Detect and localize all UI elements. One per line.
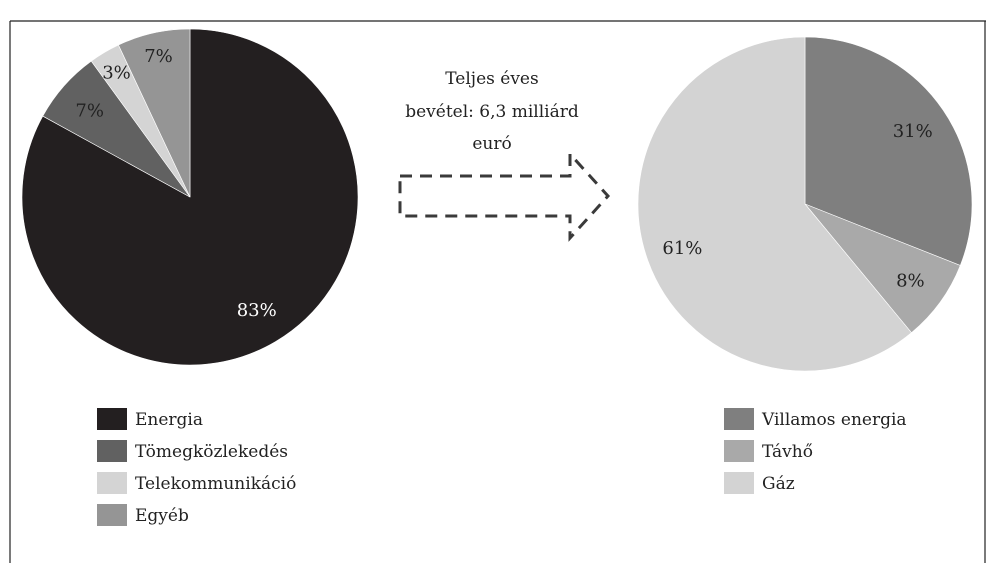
pie-label-telekommunikacio: 3% — [102, 63, 131, 84]
legend-label-tomegkozlekedes: Tömegközlekedés — [135, 442, 288, 462]
legend-swatch-gaz — [724, 472, 754, 494]
pie-chart-energy-breakdown: 31% 8% 61% — [637, 36, 973, 372]
pie-label-energia: 83% — [237, 300, 277, 321]
legend-label-egyeb: Egyéb — [135, 506, 189, 526]
legend-swatch-energia — [97, 408, 127, 430]
arrow-text-line3: euró — [472, 134, 511, 154]
legend-label-gaz: Gáz — [762, 474, 795, 494]
pie-slice-gaz — [637, 36, 912, 372]
arrow-text-line1: Teljes éves — [445, 69, 538, 89]
pie-label-villamos-energia: 31% — [893, 121, 933, 142]
pie-label-tavho: 8% — [896, 271, 925, 292]
legend-label-energia: Energia — [135, 410, 203, 430]
legend-left: Energia Tömegközlekedés Telekommunikáció Eg… — [97, 408, 296, 526]
dashed-arrow — [398, 150, 611, 242]
pie-label-egyeb: 7% — [144, 46, 173, 67]
legend-swatch-telekommunikacio — [97, 472, 127, 494]
pie-slice-energia — [21, 28, 359, 366]
legend-swatch-tomegkozlekedes — [97, 440, 127, 462]
legend-swatch-tavho — [724, 440, 754, 462]
legend-label-tavho: Távhő — [762, 442, 813, 462]
legend-swatch-villamos-energia — [724, 408, 754, 430]
pie-label-tomegkozlekedes: 7% — [75, 100, 104, 121]
pie-label-gaz: 61% — [662, 238, 702, 259]
legend-swatch-egyeb — [97, 504, 127, 526]
pie-slice-egyeb — [118, 28, 191, 198]
arrow-text-line2: bevétel: 6,3 milliárd — [405, 102, 579, 122]
legend-right: Villamos energia Távhő Gáz — [724, 408, 907, 494]
pie-chart-revenue-sources: 83% 7% 3% 7% — [21, 28, 359, 366]
pie-slice-villamos-energia — [804, 36, 973, 266]
legend-label-telekommunikacio: Telekommunikáció — [135, 474, 296, 494]
legend-label-villamos-energia: Villamos energia — [761, 410, 907, 430]
